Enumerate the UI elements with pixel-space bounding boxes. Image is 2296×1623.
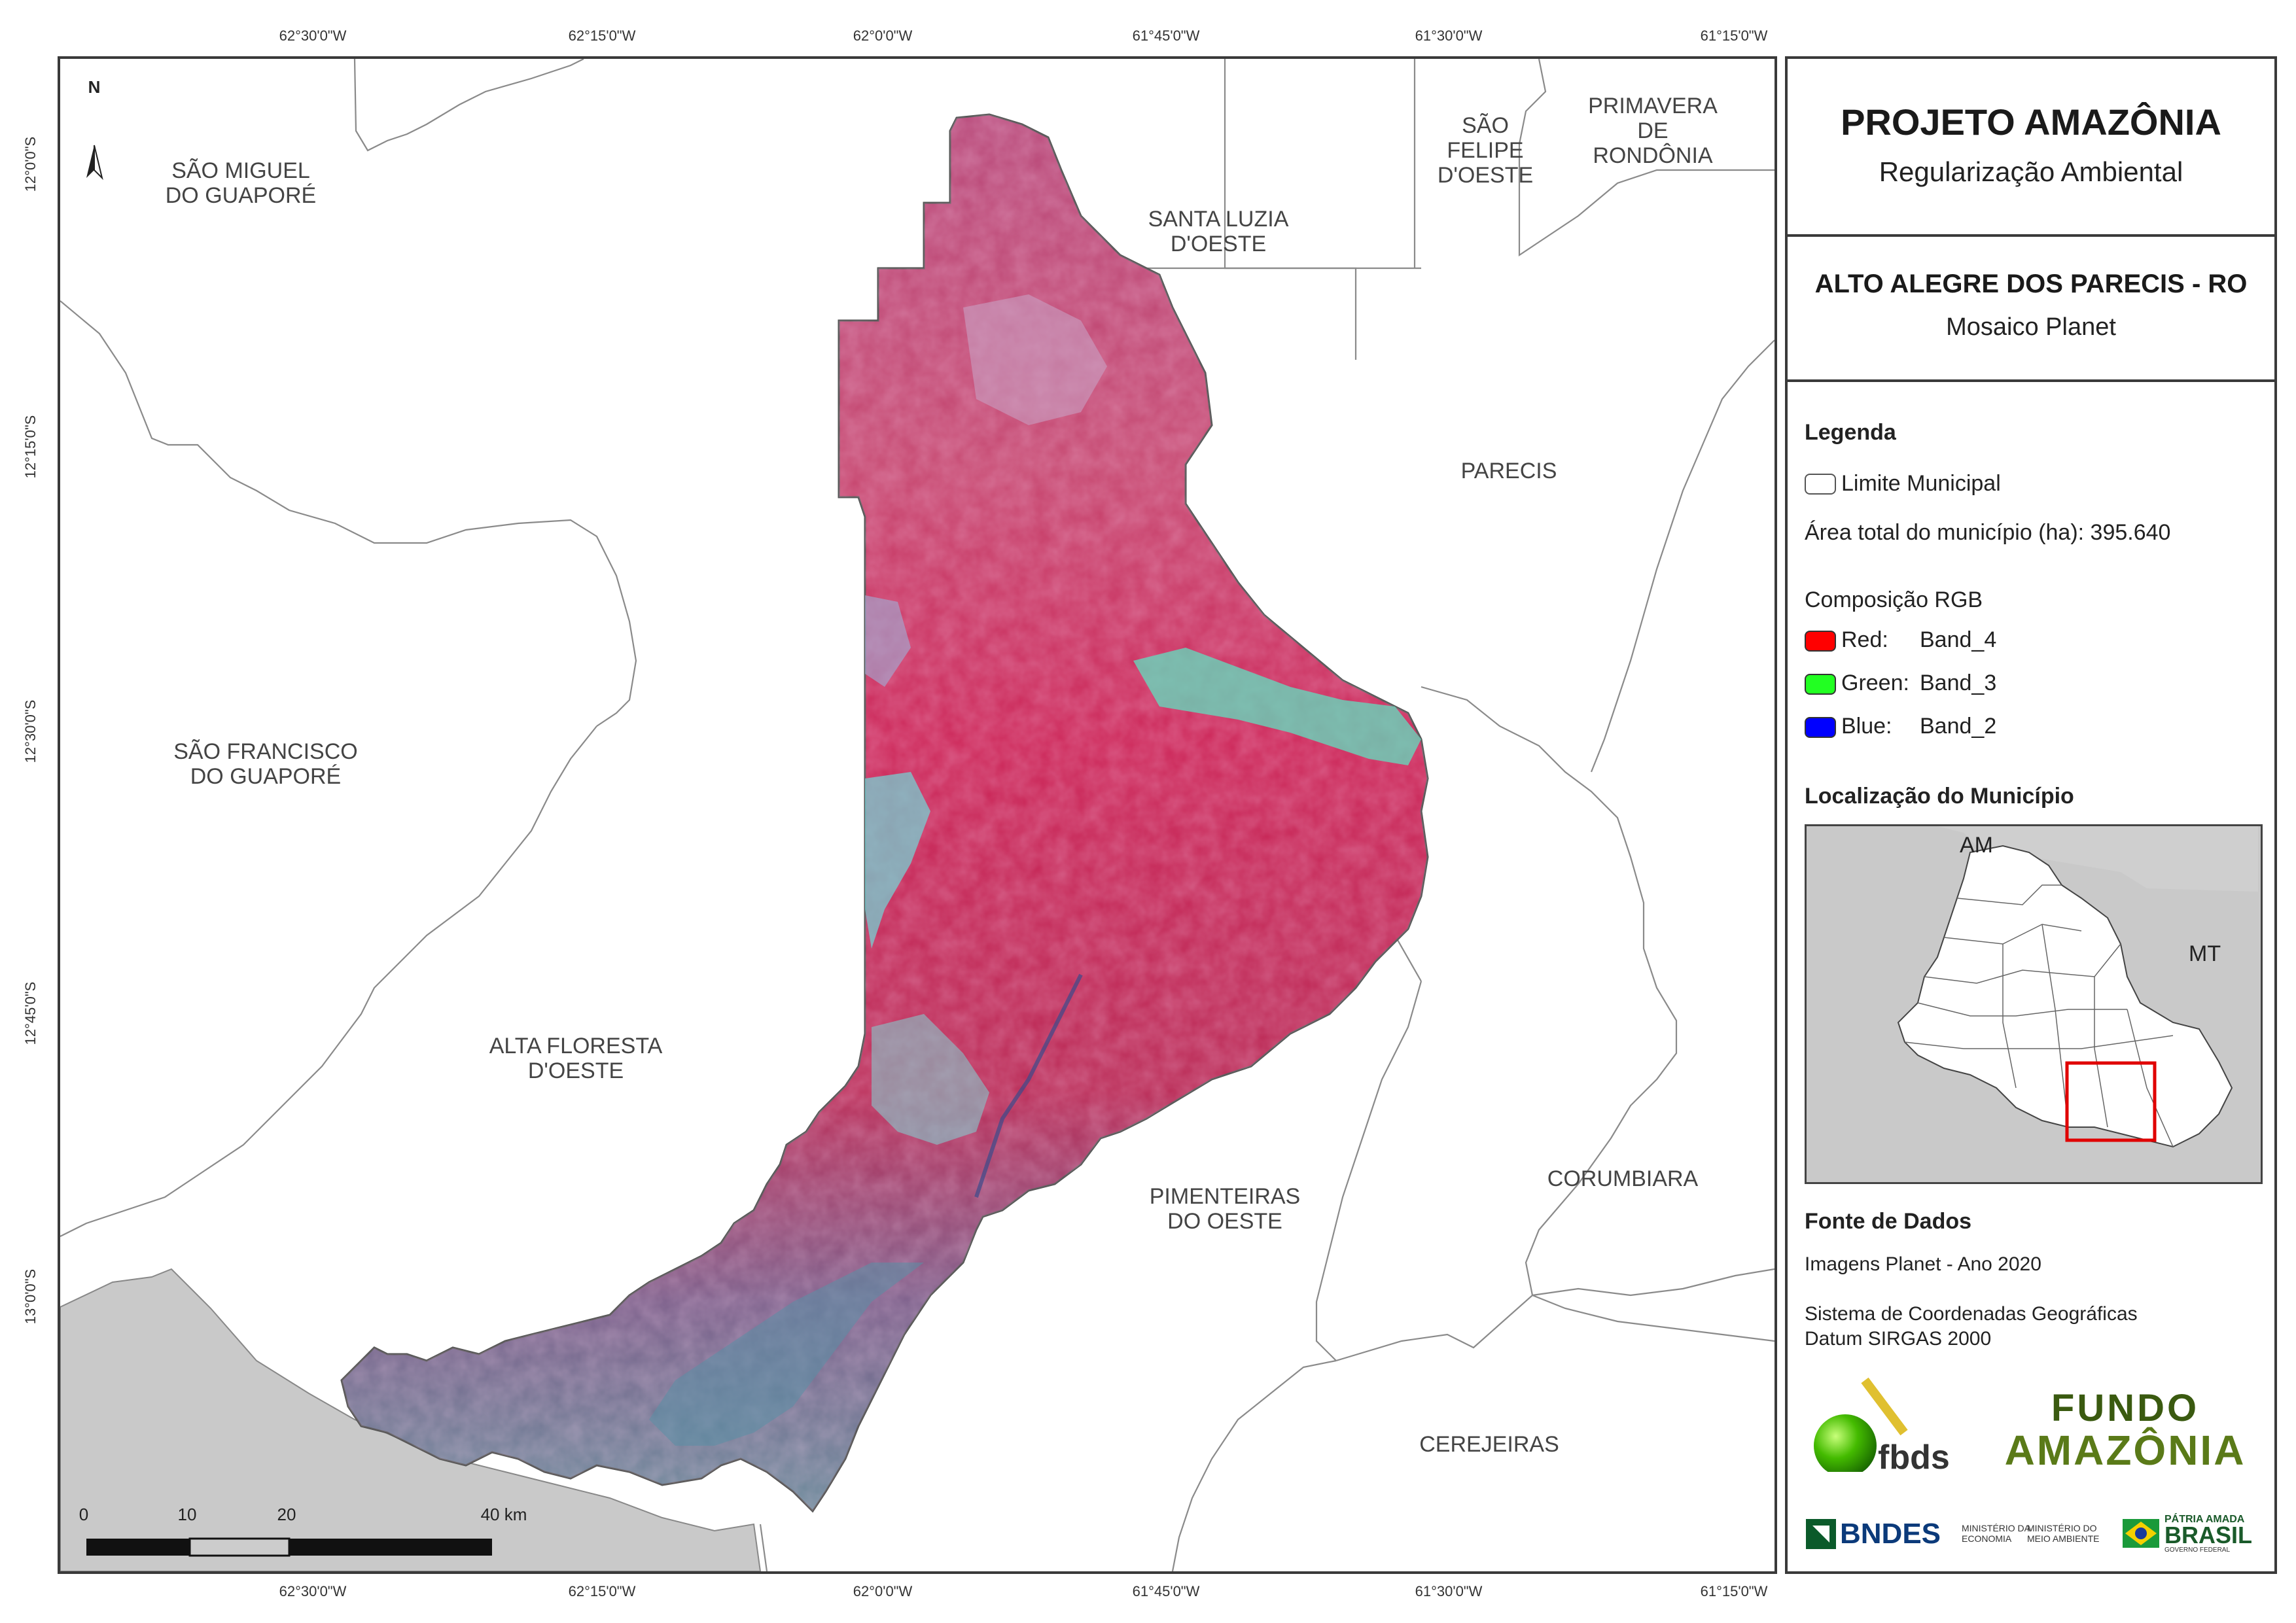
bndes-icon (1806, 1519, 1836, 1549)
north-arrow-icon (86, 145, 103, 181)
rgb-title: Composição RGB (1805, 587, 1983, 612)
patria-amada-text: PÁTRIA AMADA (2164, 1514, 2245, 1525)
source-crs: Sistema de Coordenadas Geográficas (1805, 1303, 2138, 1325)
info-panel: PROJETO AMAZÔNIA Regularização Ambiental… (1785, 56, 2277, 1574)
red-channel: Red: (1841, 627, 1888, 652)
amazonia-word: AMAZÔNIA (2004, 1427, 2246, 1474)
municipality-imagery (340, 113, 1429, 1513)
source-planet: Imagens Planet - Ano 2020 (1805, 1253, 2041, 1275)
blue-swatch (1805, 717, 1836, 738)
label-primavera: PRIMAVERA DE RONDÔNIA (1588, 94, 1718, 168)
bndes-word: BNDES (1840, 1518, 1941, 1550)
brasil-logo: PÁTRIA AMADA BRASIL GOVERNO FEDERAL (2121, 1512, 2263, 1554)
north-label: N (88, 77, 101, 97)
municipality-block: ALTO ALEGRE DOS PARECIS - RO Mosaico Pla… (1788, 237, 2274, 382)
green-band: Band_3 (1920, 671, 1997, 695)
location-inset-map: AM MT (1805, 824, 2263, 1184)
inset-label-am: AM (1960, 833, 1993, 858)
blue-channel: Blue: (1841, 714, 1892, 739)
legend-title: Legenda (1805, 420, 1896, 445)
scale-label-40: 40 km (480, 1505, 527, 1524)
green-swatch (1805, 674, 1836, 695)
label-sao-felipe: SÃO FELIPE D'OESTE (1437, 113, 1534, 188)
fundo-word: FUNDO (2051, 1387, 2200, 1429)
brasil-text: BRASIL (2164, 1522, 2252, 1548)
source-datum: Datum SIRGAS 2000 (1805, 1328, 1992, 1350)
scale-label-10: 10 (177, 1505, 197, 1524)
label-pimenteiras: PIMENTEIRAS DO OESTE (1149, 1184, 1301, 1234)
lon-tick-top-3: 62°0'0"W (853, 27, 913, 44)
blue-band: Band_2 (1920, 714, 1997, 739)
governo-federal-text: GOVERNO FEDERAL (2164, 1546, 2231, 1554)
red-swatch (1805, 631, 1836, 652)
project-title: PROJETO AMAZÔNIA (1841, 101, 2221, 143)
lon-tick-top-1: 62°30'0"W (279, 27, 347, 44)
lat-tick-4: 12°45'0"S (22, 981, 39, 1045)
lon-tick-top-5: 61°30'0"W (1415, 27, 1483, 44)
location-highlight (2065, 1061, 2157, 1142)
green-channel: Green: (1841, 671, 1909, 695)
lon-tick-top-6: 61°15'0"W (1700, 27, 1768, 44)
red-band: Band_4 (1920, 627, 1997, 652)
label-sao-miguel: SÃO MIGUEL DO GUAPORÉ (165, 158, 317, 208)
label-corumbiara: CORUMBIARA (1547, 1166, 1699, 1191)
min-ambiente: MINISTÉRIO DO MEIO AMBIENTE (2027, 1523, 2100, 1544)
label-sao-francisco: SÃO FRANCISCO DO GUAPORÉ (173, 739, 358, 789)
lon-tick-bottom-2: 62°15'0"W (568, 1583, 636, 1599)
lat-tick-5: 13°0'0"S (22, 1268, 39, 1325)
map-frame[interactable]: N SÃO MIGUEL DO GUAPORÉ SANTA LUZIA D'OE… (58, 56, 1777, 1574)
area-label: Área total do município (ha): 395.640 (1805, 520, 2171, 545)
map-canvas[interactable] (60, 59, 1775, 1571)
inset-label-mt: MT (2189, 941, 2221, 966)
title-block: PROJETO AMAZÔNIA Regularização Ambiental (1788, 59, 2274, 237)
fundo-amazonia-logo: FUNDO AMAZÔNIA (1988, 1387, 2263, 1474)
sources-title: Fonte de Dados (1805, 1209, 1972, 1234)
lon-tick-bottom-4: 61°45'0"W (1132, 1583, 1200, 1599)
label-parecis: PARECIS (1460, 459, 1557, 483)
lon-tick-top-4: 61°45'0"W (1132, 27, 1200, 44)
label-cerejeiras: CEREJEIRAS (1419, 1432, 1559, 1457)
lat-tick-3: 12°30'0"S (22, 699, 39, 763)
location-title: Localização do Município (1805, 784, 2074, 809)
scale-label-0: 0 (79, 1505, 89, 1524)
lon-tick-bottom-6: 61°15'0"W (1700, 1583, 1768, 1599)
product-name: Mosaico Planet (1946, 313, 2116, 341)
fbds-globe-icon (1814, 1377, 1908, 1477)
bndes-logo: BNDES (1806, 1518, 1941, 1550)
limit-label: Limite Municipal (1841, 471, 2001, 496)
brasil-flag-icon (2123, 1519, 2159, 1548)
municipality-title: ALTO ALEGRE DOS PARECIS - RO (1814, 270, 2248, 298)
fbds-logo: fbds (1806, 1374, 1963, 1477)
project-subtitle: Regularização Ambiental (1879, 156, 2183, 187)
lon-tick-bottom-3: 62°0'0"W (853, 1583, 913, 1599)
lat-tick-1: 12°0'0"S (22, 136, 39, 192)
fbds-wordmark: fbds (1878, 1439, 1950, 1476)
limit-swatch (1805, 474, 1836, 495)
lon-tick-top-2: 62°15'0"W (568, 27, 636, 44)
scale-label-20: 20 (277, 1505, 296, 1524)
min-economia: MINISTÉRIO DA ECONOMIA (1962, 1523, 2031, 1544)
label-santa-luzia: SANTA LUZIA D'OESTE (1148, 207, 1289, 256)
scale-bar (86, 1537, 492, 1557)
lon-tick-bottom-5: 61°30'0"W (1415, 1583, 1483, 1599)
label-alta-floresta: ALTA FLORESTA D'OESTE (489, 1034, 663, 1083)
lon-tick-bottom-1: 62°30'0"W (279, 1583, 347, 1599)
lat-tick-2: 12°15'0"S (22, 415, 39, 479)
